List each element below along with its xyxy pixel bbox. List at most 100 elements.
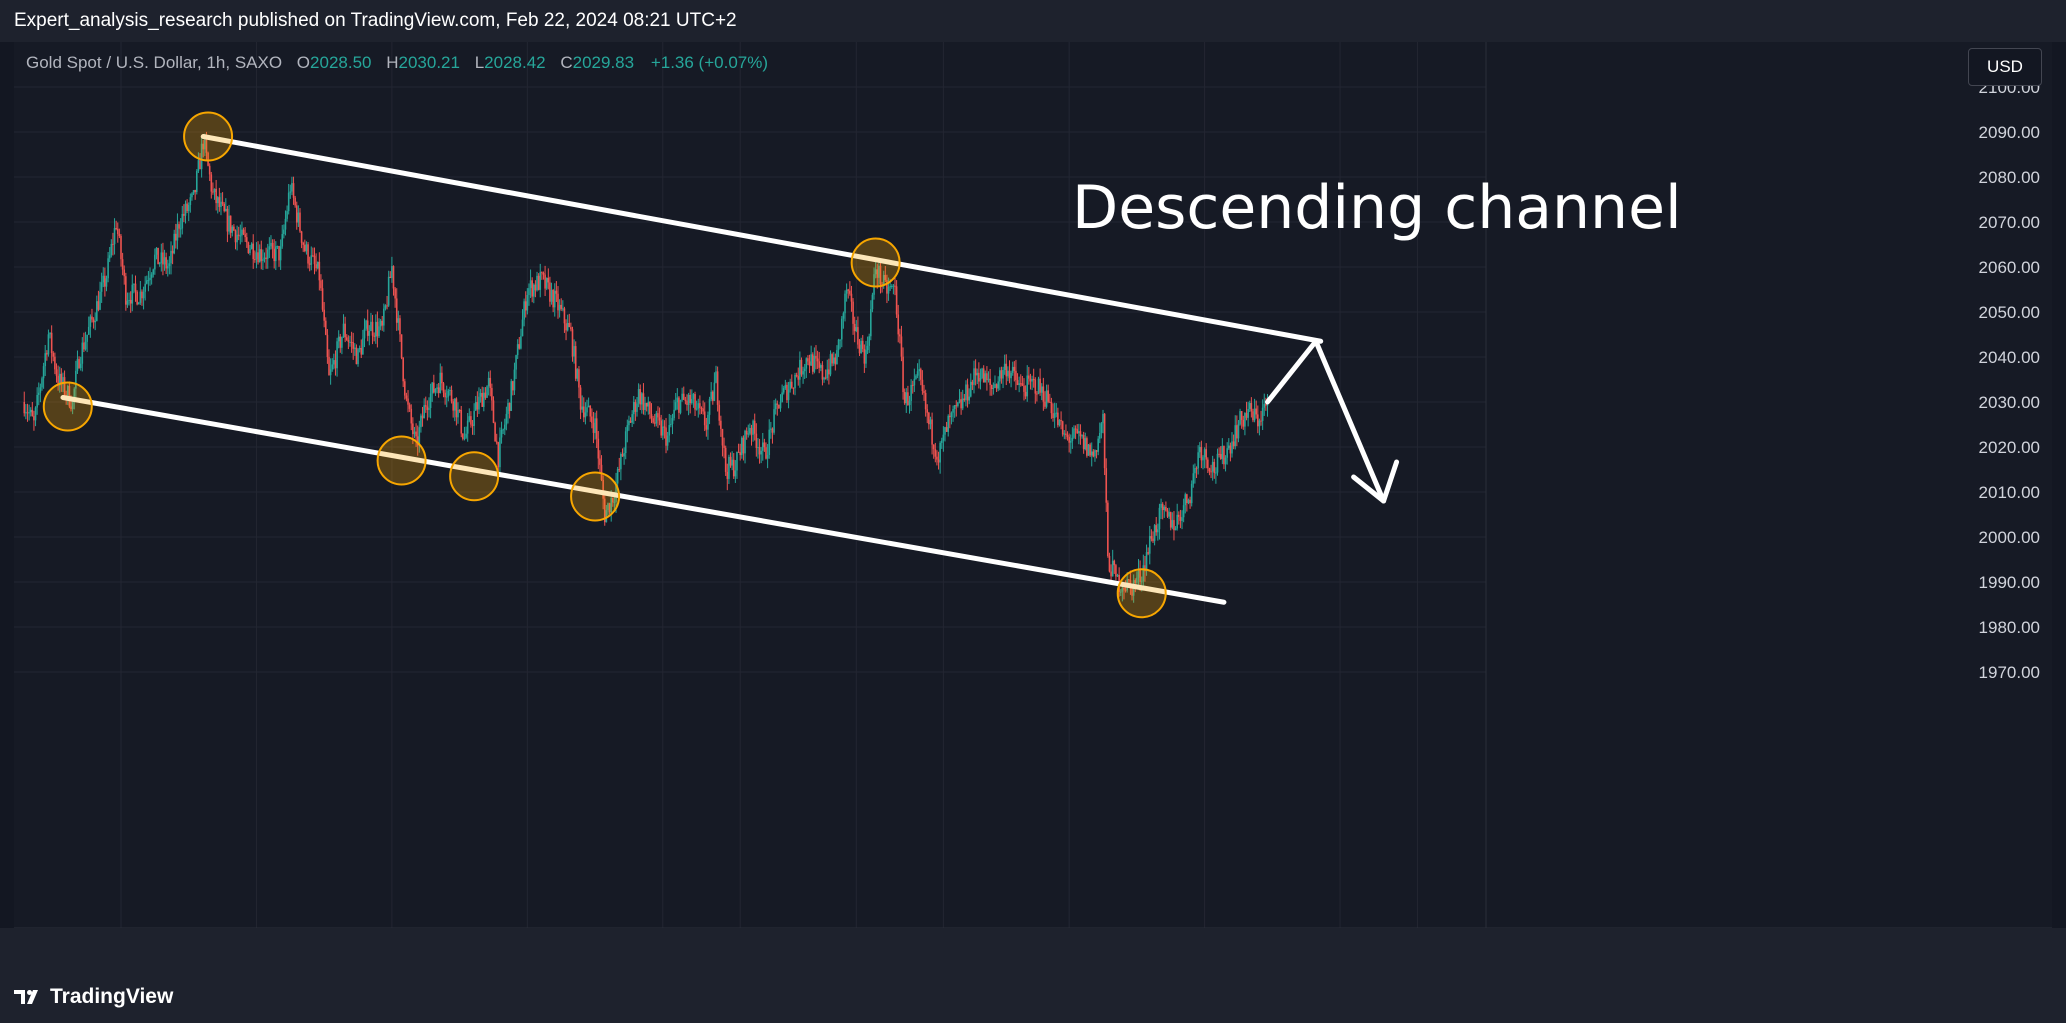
candle-body <box>950 412 953 418</box>
candle-body <box>1181 517 1183 521</box>
upper-channel-line <box>200 134 1324 344</box>
y-tick-label: 2080.00 <box>1979 168 2040 187</box>
candle-body <box>1018 383 1020 385</box>
candle-body <box>347 340 350 342</box>
candle-body <box>907 392 909 405</box>
candle-body <box>415 431 417 437</box>
candle-body <box>278 246 280 261</box>
candle-body <box>200 143 203 170</box>
candle-body <box>1129 580 1132 585</box>
candle-body <box>384 305 387 309</box>
candle-body <box>1087 444 1090 456</box>
candle-body <box>807 358 809 362</box>
candle-body <box>166 266 169 269</box>
currency-button[interactable]: USD <box>1968 48 2042 86</box>
candle-body <box>418 427 421 446</box>
candle-body <box>502 429 504 431</box>
candle-body <box>587 405 590 408</box>
candle-body <box>1066 435 1069 437</box>
candle-body <box>397 318 400 323</box>
candle-body <box>692 394 695 399</box>
candle-body <box>1090 451 1093 456</box>
candle-body <box>102 275 105 283</box>
candle-body <box>702 408 704 412</box>
candle-body <box>1157 529 1159 533</box>
candle-body <box>655 413 658 424</box>
candle-body <box>383 308 385 326</box>
candle-body <box>553 290 556 308</box>
candle-body <box>902 356 904 393</box>
candle-body <box>255 252 258 260</box>
candle-body <box>705 425 708 430</box>
candle-body <box>1203 449 1206 458</box>
candle-body <box>1057 412 1059 426</box>
candle-body <box>258 249 261 263</box>
chart-pane[interactable] <box>14 42 2052 928</box>
candle-body <box>1260 420 1262 422</box>
candle-body <box>789 381 791 390</box>
candle-body <box>207 152 209 166</box>
candle-body <box>420 415 422 428</box>
candle-body <box>50 332 53 354</box>
candle-body <box>1202 457 1204 461</box>
candle-body <box>853 323 856 332</box>
candle-body <box>1184 494 1187 506</box>
candle-body <box>529 280 532 289</box>
candle-body <box>36 394 38 408</box>
candle-body <box>250 243 253 249</box>
candle-body <box>1073 428 1075 438</box>
tradingview-brand[interactable]: TradingView <box>14 982 173 1012</box>
candle-body <box>142 291 145 299</box>
candle-body <box>126 300 129 305</box>
candle-body <box>1257 414 1259 427</box>
candle-body <box>653 422 656 424</box>
candle-body <box>160 252 163 263</box>
candle-body <box>407 398 409 405</box>
candle-body <box>47 334 50 355</box>
candle-body <box>354 347 356 349</box>
candle-body <box>779 401 782 409</box>
candle-body <box>105 278 108 287</box>
candle-body <box>1036 393 1038 395</box>
candle-body <box>986 373 988 381</box>
candle-body <box>873 274 875 295</box>
candle-body <box>223 203 225 212</box>
candle-body <box>86 334 88 342</box>
candle-body <box>861 340 864 349</box>
candle-body <box>910 384 912 401</box>
candle-body <box>813 355 816 372</box>
candle-body <box>674 402 677 410</box>
candle-body <box>886 279 888 294</box>
candle-body <box>31 409 34 417</box>
candle-body <box>52 353 55 357</box>
candle-body <box>491 387 493 401</box>
candle-body <box>1207 459 1209 469</box>
candle-body <box>87 326 90 335</box>
candle-body <box>1058 420 1061 426</box>
candle-body <box>695 408 698 410</box>
candle-body <box>197 160 200 172</box>
candle-body <box>579 387 582 410</box>
candle-body <box>370 321 372 332</box>
candle-body <box>1263 404 1266 408</box>
candle-body <box>204 139 206 150</box>
candle-body <box>1240 411 1243 420</box>
change-value: +1.36 (+0.07%) <box>650 53 769 72</box>
candle-body <box>25 412 27 414</box>
candle-body <box>1015 370 1017 381</box>
candle-body <box>1140 581 1143 583</box>
candle-body <box>552 290 554 308</box>
candle-body <box>210 174 213 192</box>
candle-body <box>237 234 240 236</box>
candle-body <box>920 369 922 380</box>
candle-body <box>452 401 454 411</box>
candle-body <box>1179 516 1182 521</box>
candle-body <box>366 320 369 336</box>
candle-body <box>394 288 396 299</box>
low-label: L <box>474 53 485 72</box>
candle-body <box>945 427 948 432</box>
candle-body <box>1124 589 1127 591</box>
candle-body <box>499 437 501 468</box>
candle-body <box>742 437 745 454</box>
